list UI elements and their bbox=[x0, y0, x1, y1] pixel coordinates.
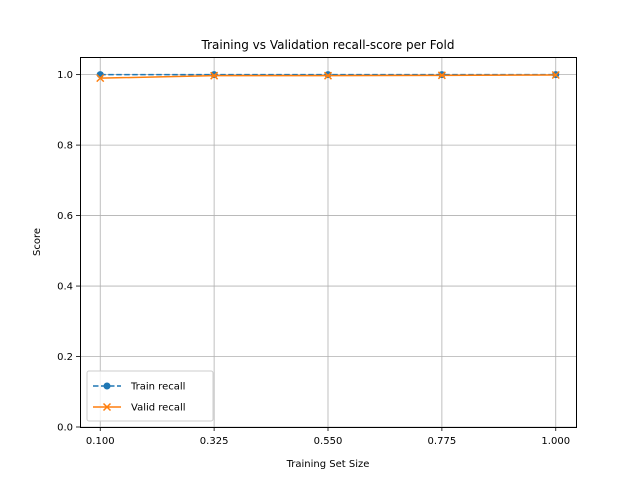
series-layer bbox=[96, 70, 560, 83]
chart-title: Training vs Validation recall-score per … bbox=[201, 38, 455, 52]
plot-frame bbox=[80, 57, 577, 428]
y-tick-label: 0.8 bbox=[57, 141, 73, 152]
x-tick-label: 0.100 bbox=[86, 436, 115, 447]
x-tick-label: 0.775 bbox=[428, 436, 457, 447]
x-tick-label: 1.000 bbox=[541, 436, 570, 447]
legend-marker bbox=[103, 382, 111, 390]
x-tick-label: 0.325 bbox=[200, 436, 229, 447]
legend-label: Valid recall bbox=[131, 403, 186, 414]
legend-label: Train recall bbox=[130, 382, 185, 393]
y-tick-label: 0.2 bbox=[57, 352, 73, 363]
data-point-valid-recall bbox=[96, 74, 105, 83]
data-point-valid-recall bbox=[551, 70, 560, 80]
legend: Train recall Valid recall bbox=[86, 370, 214, 422]
data-point-valid-recall bbox=[210, 71, 219, 80]
legend-marker bbox=[102, 402, 112, 412]
y-tick-label: 0.6 bbox=[57, 211, 73, 222]
y-tick-label: 1.0 bbox=[57, 70, 73, 81]
y-axis: 0.0 0.2 0.4 0.6 0.8 1.0 bbox=[57, 70, 80, 434]
data-point-train-recall bbox=[96, 71, 104, 79]
x-axis: 0.100 0.325 0.550 0.775 1.000 bbox=[86, 427, 570, 447]
legend-box bbox=[86, 370, 214, 422]
y-axis-label: Score bbox=[32, 228, 43, 256]
x-tick-label: 0.550 bbox=[314, 436, 343, 447]
data-point-valid-recall bbox=[437, 71, 446, 80]
y-tick-label: 0.4 bbox=[57, 282, 73, 293]
y-tick-label: 0.0 bbox=[57, 423, 73, 434]
data-point-valid-recall bbox=[323, 71, 333, 80]
x-axis-label: Training Set Size bbox=[286, 459, 370, 470]
